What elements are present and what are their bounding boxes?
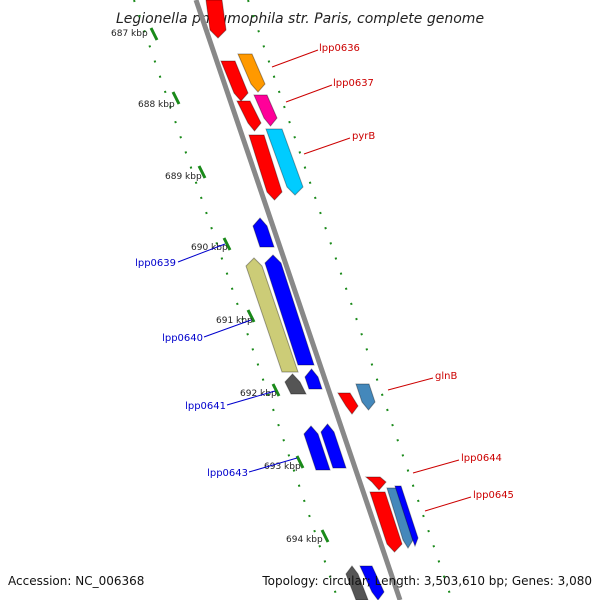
genome-backbone	[193, 0, 403, 600]
tick-track-left	[133, 0, 339, 600]
tick-track-right	[247, 0, 453, 600]
gene-label[interactable]: lpp0637	[333, 78, 374, 89]
gene-label-leader	[285, 84, 333, 103]
gene-label-leader	[303, 137, 351, 155]
gene-feature[interactable]	[205, 0, 227, 39]
gene-feature[interactable]	[236, 100, 262, 132]
tick-label: 687 kbp	[111, 29, 148, 39]
tick-mark	[197, 165, 207, 179]
gene-label[interactable]: lpp0640	[162, 333, 203, 344]
gene-feature[interactable]	[337, 392, 359, 415]
gene-feature[interactable]	[386, 487, 414, 549]
gene-label[interactable]: lpp0643	[207, 468, 248, 479]
gene-feature[interactable]	[220, 60, 249, 102]
gene-feature[interactable]	[265, 128, 304, 196]
gene-label-leader	[203, 319, 252, 338]
gene-feature[interactable]	[355, 383, 376, 411]
tick-mark	[171, 91, 181, 105]
gene-feature[interactable]	[320, 423, 347, 469]
map-title: Legionella pneumophila str. Paris, compl…	[116, 11, 484, 27]
gene-label[interactable]: lpp0636	[319, 43, 360, 54]
gene-feature[interactable]	[364, 476, 387, 491]
gene-feature[interactable]	[359, 565, 385, 600]
gene-feature[interactable]	[284, 373, 307, 395]
gene-label[interactable]: pyrB	[352, 131, 375, 142]
tick-label: 689 kbp	[165, 172, 202, 182]
gene-label-leader	[412, 459, 460, 474]
tick-label: 694 kbp	[286, 535, 323, 545]
gene-label[interactable]: lpp0641	[185, 401, 226, 412]
gene-feature[interactable]	[345, 565, 369, 600]
gene-feature[interactable]	[248, 134, 283, 201]
tick-mark	[222, 237, 232, 251]
gene-feature[interactable]	[264, 254, 315, 366]
gene-label[interactable]: lpp0639	[135, 258, 176, 269]
gene-label-leader	[387, 377, 434, 391]
gene-feature[interactable]	[237, 53, 266, 93]
gene-feature[interactable]	[394, 485, 419, 548]
gene-feature[interactable]	[369, 491, 403, 553]
tick-label: 693 kbp	[264, 462, 301, 472]
gene-feature[interactable]	[253, 94, 278, 127]
tick-mark	[271, 383, 281, 397]
gene-label[interactable]: lpp0644	[461, 453, 502, 464]
gene-label-leader	[177, 243, 226, 263]
gene-feature[interactable]	[303, 425, 331, 471]
tick-label: 692 kbp	[240, 389, 277, 399]
gene-label-leader	[248, 457, 298, 473]
tick-mark	[246, 309, 256, 323]
tick-label: 688 kbp	[138, 100, 175, 110]
tick-label: 690 kbp	[191, 243, 228, 253]
gene-label-leader	[271, 49, 319, 68]
gene-feature[interactable]	[304, 368, 323, 390]
tick-label: 691 kbp	[216, 316, 253, 326]
gene-label-leader	[424, 496, 472, 512]
genome-summary-text: Topology: circular; Length: 3,503,610 bp…	[262, 574, 592, 588]
gene-label[interactable]: glnB	[435, 371, 457, 382]
tick-mark	[149, 27, 159, 41]
tick-mark	[295, 455, 305, 469]
gene-feature[interactable]	[252, 217, 275, 248]
gene-label-leader	[226, 390, 276, 406]
tick-mark	[320, 529, 330, 543]
accession-text: Accession: NC_006368	[8, 574, 145, 588]
gene-feature[interactable]	[245, 257, 299, 373]
gene-label[interactable]: lpp0645	[473, 490, 514, 501]
